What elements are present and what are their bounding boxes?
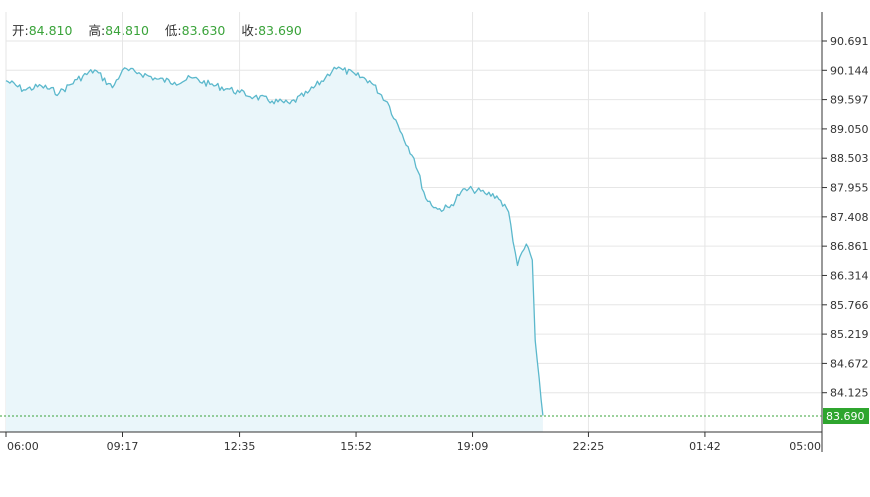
price-area-fill [6,67,543,432]
x-tick-label: 15:52 [340,440,372,453]
open-value: 84.810 [28,23,73,38]
axes [0,12,823,452]
x-tick-label: 12:35 [224,440,256,453]
high-value: 84.810 [105,23,149,38]
y-tick-label: 85.766 [830,299,869,312]
y-tick-label: 86.314 [830,269,869,282]
x-tick-label: 01:42 [689,440,721,453]
y-tick-label: 84.125 [830,387,869,400]
close-value: 83.690 [258,23,302,38]
x-axis-ticks: 06:00 09:17 12:35 15:52 19:09 22:25 01:42 05:00 [5,432,823,453]
y-tick-label: 85.219 [830,328,869,341]
open-label: 开: [12,23,29,38]
last-price-box [823,408,869,425]
low-price: 低:83.630 [165,23,225,38]
high-label: 高: [88,23,106,38]
y-tick-label: 88.503 [830,152,869,165]
high-price: 高:84.810 [88,23,148,38]
y-tick-label: 89.597 [830,94,869,107]
x-tick-label: 19:09 [457,440,489,453]
y-tick-label: 86.861 [830,240,869,253]
low-value: 83.630 [181,23,226,38]
x-tick-label: 22:25 [573,440,605,453]
y-axis-ticks: 90.691 90.144 89.597 89.050 88.503 87.955 87.4… [822,35,869,400]
x-tick-label: 05:00 [789,440,821,453]
ohlc-summary: 开:84.810 高:84.810 低:83.630 收:83.690 [12,20,314,39]
last-price-marker: 83.690 [0,408,869,425]
y-tick-label: 90.144 [830,64,869,77]
x-tick-label: 06:00 [7,440,39,453]
y-tick-label: 90.691 [830,35,869,48]
close-price: 收:83.690 [241,23,301,38]
price-line[interactable] [5,66,544,416]
open-price: 开:84.810 [12,23,72,38]
y-tick-label: 87.408 [830,211,869,224]
y-tick-label: 89.050 [830,123,869,136]
close-label: 收: [241,23,259,38]
y-tick-label: 84.672 [830,357,869,370]
last-price-label: 83.690 [826,410,865,423]
y-tick-label: 87.955 [830,182,869,195]
x-tick-label: 09:17 [107,440,139,453]
low-label: 低: [164,23,182,38]
